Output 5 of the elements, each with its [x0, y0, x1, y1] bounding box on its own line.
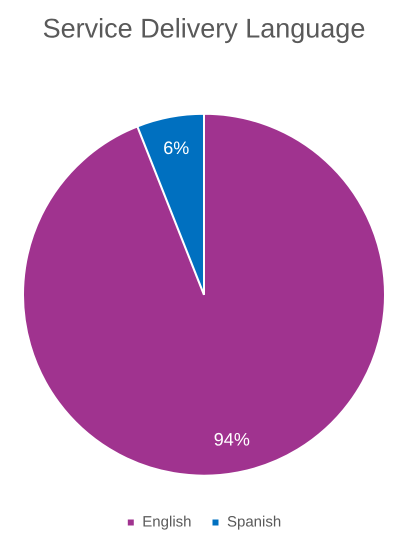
data-label: 94%	[214, 429, 250, 450]
legend-label: Spanish	[226, 514, 282, 531]
data-label: 6%	[163, 138, 190, 158]
chart-title: Service Delivery Language	[42, 14, 366, 44]
legend-label: English	[142, 514, 192, 531]
